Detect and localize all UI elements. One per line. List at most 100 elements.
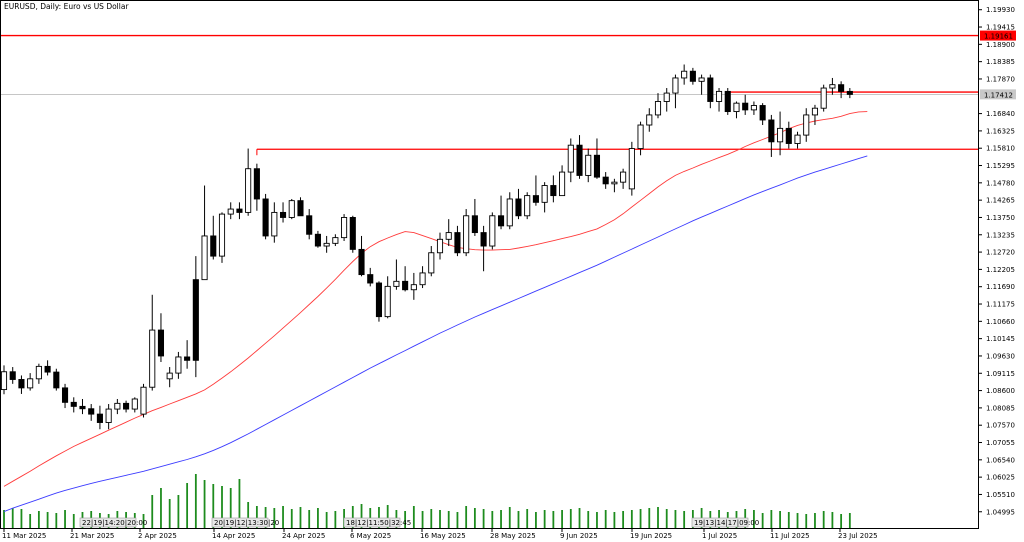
candle[interactable] xyxy=(384,276,391,319)
candle[interactable] xyxy=(245,148,252,216)
candle[interactable] xyxy=(559,165,566,197)
candle[interactable] xyxy=(611,178,618,193)
candle[interactable] xyxy=(480,225,487,272)
candle[interactable] xyxy=(820,84,827,112)
candle[interactable] xyxy=(785,121,792,149)
candle[interactable] xyxy=(585,148,592,183)
candle[interactable] xyxy=(593,138,601,179)
candle[interactable] xyxy=(131,397,138,413)
candle[interactable] xyxy=(236,202,243,220)
candle[interactable] xyxy=(497,195,505,230)
candle[interactable] xyxy=(759,103,766,126)
candle[interactable] xyxy=(410,272,417,300)
candle[interactable] xyxy=(27,373,34,391)
candle[interactable] xyxy=(689,67,696,85)
candle[interactable] xyxy=(79,398,86,415)
candle[interactable] xyxy=(0,365,8,395)
candle[interactable] xyxy=(846,88,853,99)
candle[interactable] xyxy=(750,101,757,115)
candle[interactable] xyxy=(436,232,444,260)
candle[interactable] xyxy=(70,397,77,413)
candle[interactable] xyxy=(811,104,819,126)
candle[interactable] xyxy=(463,209,470,257)
candle[interactable] xyxy=(288,198,295,220)
candle[interactable] xyxy=(114,398,121,415)
candle[interactable] xyxy=(306,209,313,240)
candle[interactable] xyxy=(445,219,452,247)
candle[interactable] xyxy=(454,225,461,257)
candle[interactable] xyxy=(532,175,539,206)
candle[interactable] xyxy=(541,182,548,213)
candle[interactable] xyxy=(471,198,478,236)
candle[interactable] xyxy=(715,88,723,112)
candle[interactable] xyxy=(489,212,496,250)
candle[interactable] xyxy=(803,108,810,142)
candle[interactable] xyxy=(654,93,662,119)
candle[interactable] xyxy=(576,135,583,179)
candle[interactable] xyxy=(227,202,234,220)
candle[interactable] xyxy=(123,400,130,413)
candle[interactable] xyxy=(567,138,574,183)
candle[interactable] xyxy=(724,88,731,115)
candle[interactable] xyxy=(157,313,165,363)
candle[interactable] xyxy=(44,360,51,376)
candle[interactable] xyxy=(375,281,383,322)
candle[interactable] xyxy=(166,367,173,388)
candle[interactable] xyxy=(515,188,522,220)
candle[interactable] xyxy=(349,215,356,253)
candle[interactable] xyxy=(628,141,635,196)
candle[interactable] xyxy=(332,234,339,247)
candle[interactable] xyxy=(672,74,679,109)
candle[interactable] xyxy=(402,266,409,292)
candle[interactable] xyxy=(428,246,435,277)
candle[interactable] xyxy=(53,368,60,391)
candle[interactable] xyxy=(323,235,330,253)
candle[interactable] xyxy=(18,375,25,394)
candle[interactable] xyxy=(698,74,705,95)
candle[interactable] xyxy=(419,266,426,289)
candle[interactable] xyxy=(96,405,103,430)
candle[interactable] xyxy=(105,404,112,430)
candle[interactable] xyxy=(61,383,69,409)
candle[interactable] xyxy=(602,172,609,189)
candle[interactable] xyxy=(742,94,749,115)
candle[interactable] xyxy=(550,175,557,203)
candle[interactable] xyxy=(184,340,191,369)
candle[interactable] xyxy=(271,202,278,243)
candle[interactable] xyxy=(663,88,670,112)
candle[interactable] xyxy=(297,197,304,217)
candle[interactable] xyxy=(733,101,740,119)
candle[interactable] xyxy=(201,185,208,281)
candle[interactable] xyxy=(35,363,42,384)
candle[interactable] xyxy=(149,294,156,391)
candle[interactable] xyxy=(524,192,531,220)
candle[interactable] xyxy=(646,108,653,132)
candle[interactable] xyxy=(506,192,513,230)
candle[interactable] xyxy=(367,267,374,287)
candle[interactable] xyxy=(707,74,714,109)
candle[interactable] xyxy=(262,193,269,240)
candle[interactable] xyxy=(210,215,217,260)
candle[interactable] xyxy=(768,114,775,157)
candle[interactable] xyxy=(314,230,321,248)
candle[interactable] xyxy=(279,202,287,223)
candle[interactable] xyxy=(341,214,348,241)
candle[interactable] xyxy=(681,64,688,85)
candle[interactable] xyxy=(838,81,845,99)
candle[interactable] xyxy=(777,111,784,156)
candle[interactable] xyxy=(829,77,836,95)
candle[interactable] xyxy=(175,351,182,379)
candle[interactable] xyxy=(794,131,801,149)
candle[interactable] xyxy=(393,259,400,290)
candle[interactable] xyxy=(218,212,226,263)
candle[interactable] xyxy=(192,256,199,378)
candle[interactable] xyxy=(637,121,644,156)
candle[interactable] xyxy=(253,163,260,211)
candle[interactable] xyxy=(88,404,95,421)
candle[interactable] xyxy=(9,367,16,384)
time-scale: 11 Mar 2025 21 Mar 2025 2 Apr 2025 14 Apr 2… xyxy=(2,528,878,540)
candle[interactable] xyxy=(620,168,627,189)
candle[interactable] xyxy=(358,235,365,277)
candle[interactable] xyxy=(140,383,147,418)
